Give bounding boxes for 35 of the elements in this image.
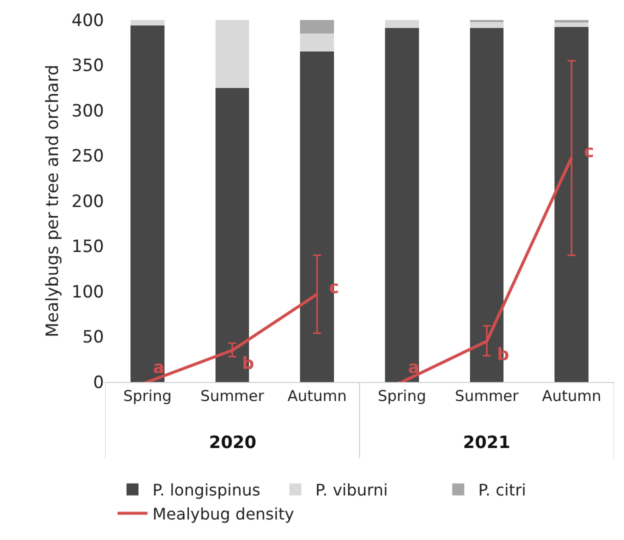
x-tick-label: Spring [378, 387, 426, 405]
bar [300, 34, 334, 52]
legend-label: P. viburni [315, 480, 388, 500]
y-tick-label: 150 [72, 237, 104, 258]
text: 2021 [463, 433, 510, 453]
bar [554, 20, 589, 23]
y-tick-label: 0 [93, 372, 104, 393]
data-label: a [153, 358, 164, 378]
y-tick-label: 200 [72, 192, 104, 212]
bar [384, 28, 419, 382]
bar [130, 20, 164, 26]
data-label: a [408, 358, 420, 378]
y-tick-label: 250 [72, 146, 104, 167]
x-tick-label: Spring [123, 387, 172, 405]
y-axis-title: Mealybugs per tree and orchard [43, 64, 64, 338]
legend-label: P. citri [478, 480, 526, 500]
bar [384, 20, 419, 28]
x-tick-label: Summer [454, 387, 520, 405]
bar [130, 25, 164, 382]
x-tick-label: Summer [200, 387, 265, 405]
y-tick-label: 400 [72, 10, 104, 31]
bar [300, 20, 334, 34]
legend-label: Mealybug density [152, 504, 294, 524]
y-tick-label: 50 [82, 328, 104, 348]
bar [470, 22, 504, 28]
bar [554, 22, 589, 28]
x-tick-label: Autumn [542, 387, 602, 405]
text: 2020 [209, 433, 256, 453]
y-tick-label: 300 [72, 101, 104, 122]
y-tick-label: 350 [72, 56, 104, 76]
y-tick-label: 100 [72, 282, 104, 302]
x-tick-label: Autumn [287, 387, 347, 405]
bar [215, 20, 250, 88]
legend-label: P. longispinus [152, 480, 260, 500]
data-label: b [497, 345, 510, 365]
